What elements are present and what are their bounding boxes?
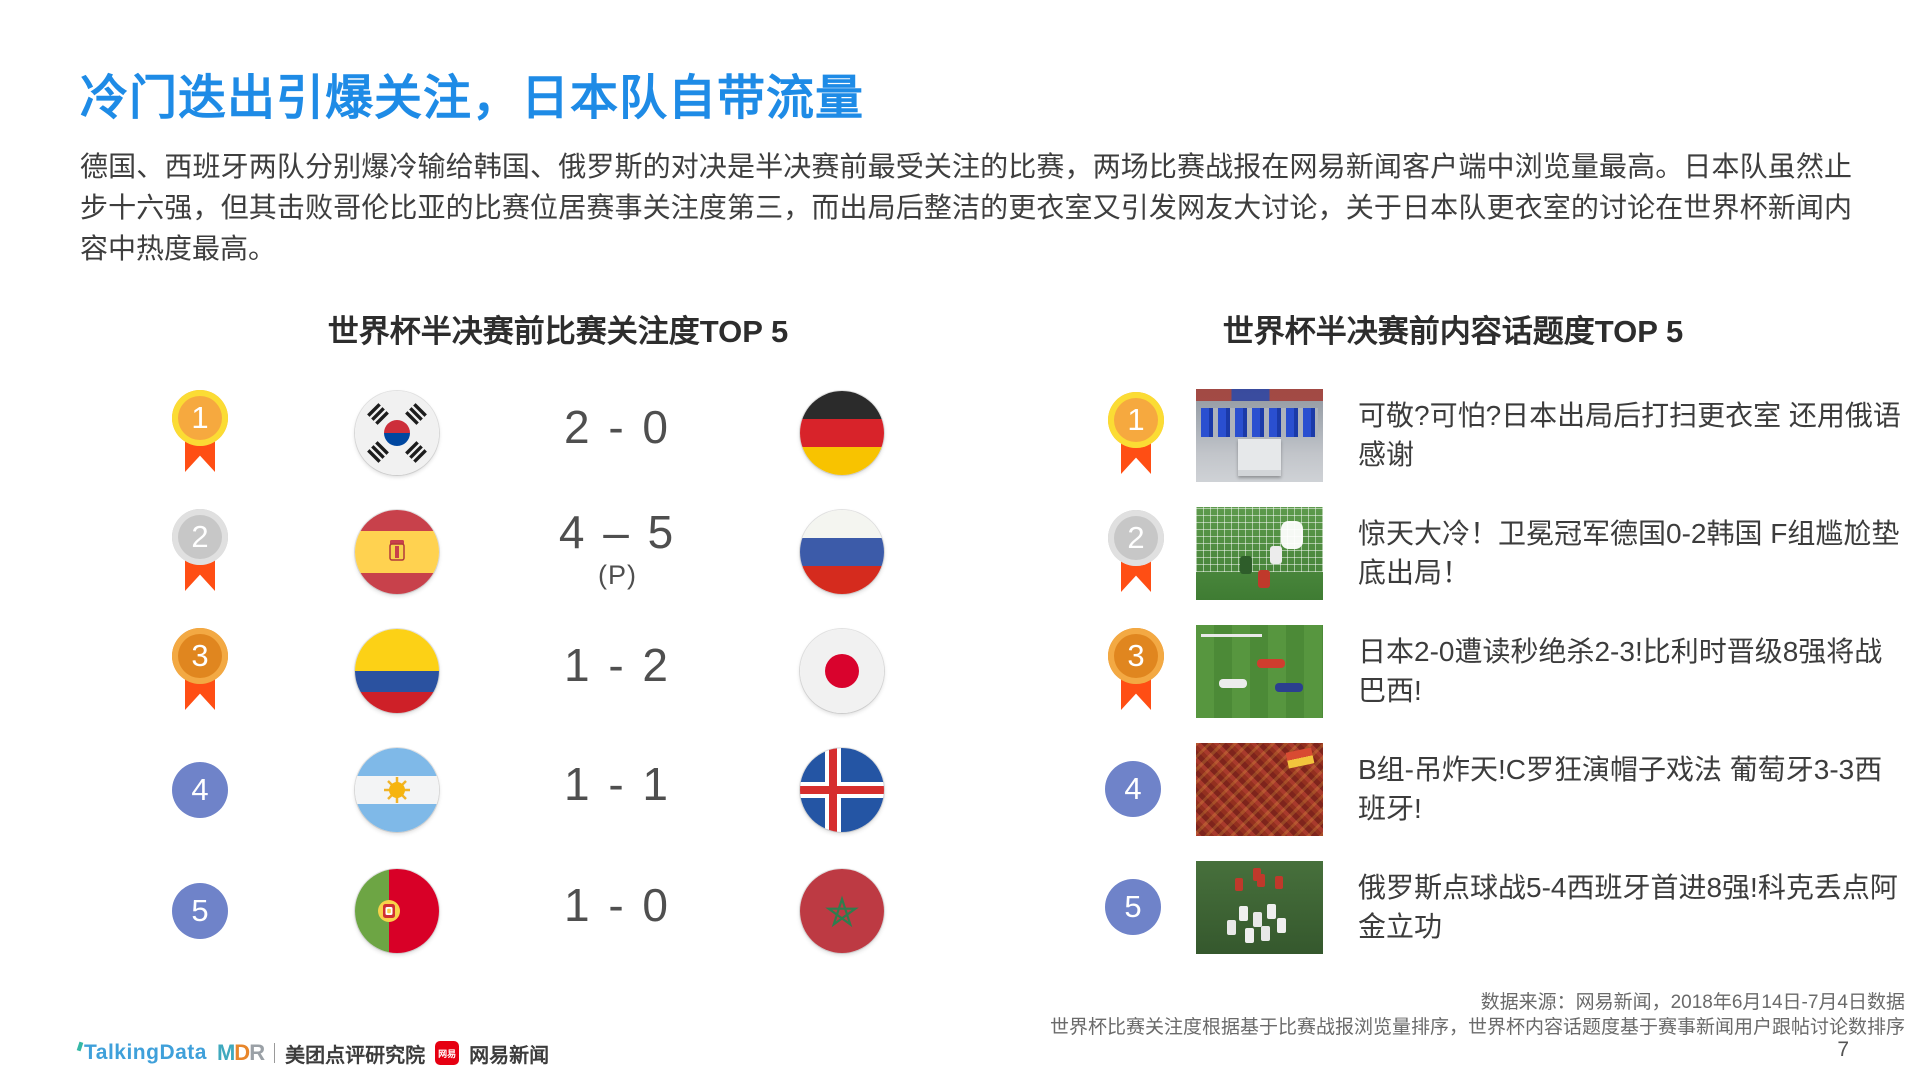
rank-5-badge: 5 <box>172 883 228 939</box>
rank-number: 4 <box>191 772 209 807</box>
news-headline: B组-吊炸天!C罗狂演帽子戏法 葡萄牙3-3西班牙! <box>1358 754 1883 824</box>
footer-logos: TalkingData MDR 美团点评研究院 网易 网易新闻 <box>76 1040 550 1067</box>
data-source-line-2: 世界杯比赛关注度根据基于比赛战报浏览量排序，世界杯内容话题度基于赛事新闻用户跟帖… <box>1049 1017 1905 1038</box>
score-value: 1 - 2 <box>563 639 672 691</box>
rank-2-medal-icon: 2 <box>172 509 228 597</box>
rank-number: 5 <box>1124 889 1142 924</box>
score-note: (P) <box>598 560 637 590</box>
iceland-flag-icon <box>800 748 884 832</box>
news-thumbnail-fans-crowd <box>1196 743 1323 836</box>
page-number: 7 <box>1837 1038 1849 1061</box>
score-value: 1 - 1 <box>563 758 672 810</box>
rank-number: 3 <box>172 628 228 684</box>
score-value: 1 - 0 <box>563 879 672 931</box>
news-thumbnail-goal-scene <box>1196 507 1323 600</box>
match-score: 4 – 5 (P) <box>520 505 715 591</box>
colombia-flag-icon <box>355 629 439 713</box>
rank-number: 1 <box>1108 392 1164 448</box>
data-source-note: 数据来源：网易新闻，2018年6月14日-7月4日数据 世界杯比赛关注度根据基于… <box>1050 990 1905 1040</box>
left-panel-title: 世界杯半决赛前比赛关注度TOP 5 <box>327 314 789 349</box>
news-rank-4-badge: 4 <box>1105 761 1161 817</box>
intro-paragraph: 德国、西班牙两队分别爆冷输给韩国、俄罗斯的对决是半决赛前最受关注的比赛，两场比赛… <box>80 151 1852 264</box>
news-headline: 俄罗斯点球战5-4西班牙首进8强!科克丢点阿金立功 <box>1358 872 1898 942</box>
news-thumbnail-team-celebration <box>1196 861 1323 954</box>
score-value: 4 – 5 <box>558 506 677 558</box>
netease-app-icon: 网易 <box>435 1041 460 1065</box>
rank-number: 2 <box>1108 510 1164 566</box>
news-rank-2-medal-icon: 2 <box>1108 510 1164 598</box>
news-headline: 惊天大冷！卫冕冠军德国0-2韩国 F组尴尬垫底出局！ <box>1358 518 1900 588</box>
rank-number: 5 <box>191 893 209 928</box>
news-headline: 日本2-0遭读秒绝杀2-3!比利时晋级8强将战巴西! <box>1358 636 1883 706</box>
portugal-flag-icon <box>355 869 439 953</box>
page-title: 冷门迭出引爆关注，日本队自带流量 <box>80 72 865 125</box>
germany-flag-icon <box>800 391 884 475</box>
spain-flag-icon <box>355 510 439 594</box>
right-panel-title: 世界杯半决赛前内容话题度TOP 5 <box>1222 314 1684 349</box>
meituan-dianping-logo: 美团点评研究院 <box>285 1044 426 1067</box>
mdr-logo: MDR <box>216 1040 265 1065</box>
score-value: 2 - 0 <box>563 401 672 453</box>
rank-number: 4 <box>1124 771 1142 806</box>
russia-flag-icon <box>800 510 884 594</box>
netease-news-logo: 网易新闻 <box>469 1044 550 1067</box>
rank-number: 1 <box>172 390 228 446</box>
rank-3-medal-icon: 3 <box>172 628 228 716</box>
japan-flag-icon <box>800 629 884 713</box>
south-korea-flag-icon <box>355 391 439 475</box>
rank-number: 3 <box>1108 628 1164 684</box>
match-score: 1 - 2 <box>520 638 715 693</box>
match-score: 2 - 0 <box>520 400 715 455</box>
rank-1-medal-icon: 1 <box>172 390 228 478</box>
news-thumbnail-pitch-players <box>1196 625 1323 718</box>
match-score: 1 - 0 <box>520 878 715 933</box>
data-source-line-1: 数据来源：网易新闻，2018年6月14日-7月4日数据 <box>1480 992 1905 1013</box>
news-rank-5-badge: 5 <box>1105 879 1161 935</box>
talkingdata-logo: TalkingData <box>76 1041 207 1065</box>
news-headline: 可敬?可怕?日本出局后打扫更衣室 还用俄语感谢 <box>1358 400 1901 470</box>
news-rank-1-medal-icon: 1 <box>1108 392 1164 480</box>
news-thumbnail-locker-room <box>1196 389 1323 482</box>
morocco-flag-icon <box>800 869 884 953</box>
match-score: 1 - 1 <box>520 757 715 812</box>
talkingdata-tick-icon <box>76 1041 84 1052</box>
rank-4-badge: 4 <box>172 762 228 818</box>
logo-divider <box>274 1043 276 1063</box>
rank-number: 2 <box>172 509 228 565</box>
argentina-flag-icon <box>355 748 439 832</box>
news-rank-3-medal-icon: 3 <box>1108 628 1164 716</box>
